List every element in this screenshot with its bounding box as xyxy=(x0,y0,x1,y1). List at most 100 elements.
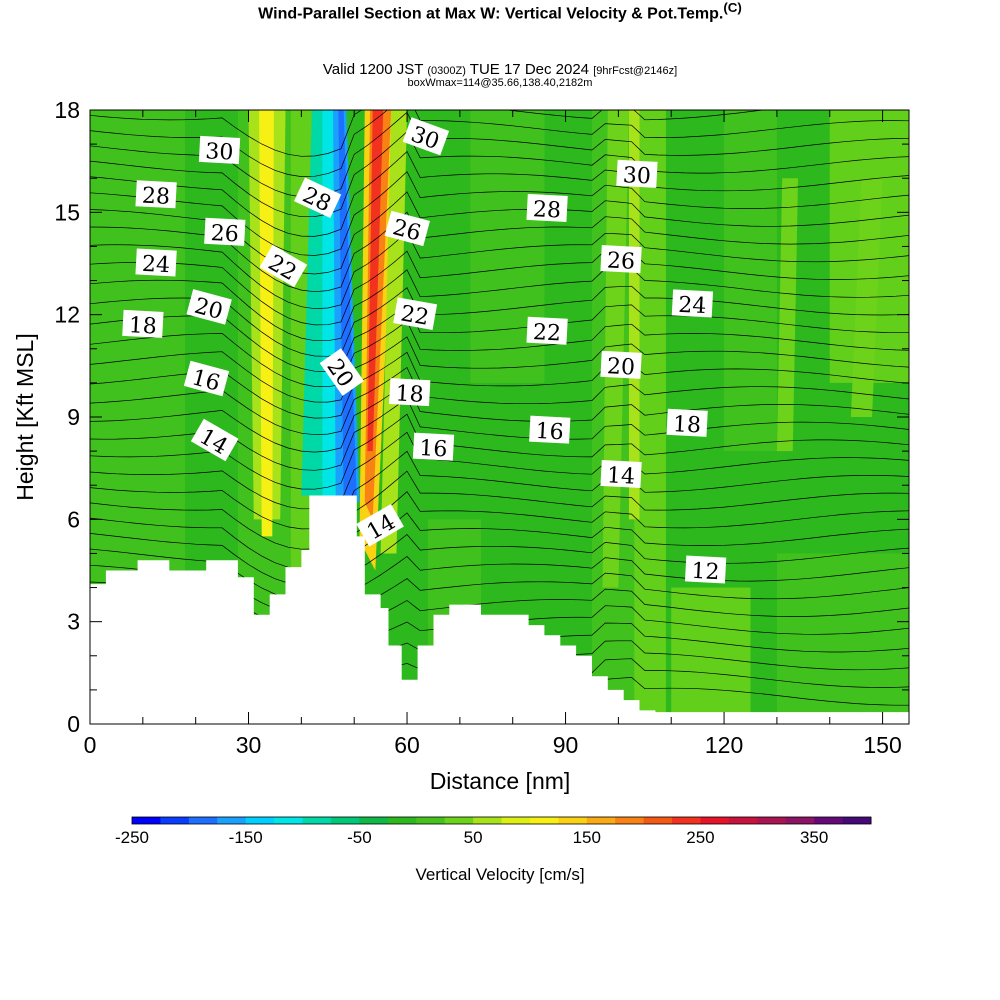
contour-label: 26 xyxy=(204,217,246,248)
contour-label-box xyxy=(526,193,568,222)
contour-label-box xyxy=(356,504,404,547)
field-patch xyxy=(671,587,751,724)
valid-utc: (0300Z) xyxy=(427,65,466,77)
theta-contour-line xyxy=(90,431,909,510)
theta-contour-line xyxy=(90,320,909,388)
velocity-band xyxy=(259,110,274,537)
y-tick-label: 3 xyxy=(67,609,80,635)
colorbar-swatch xyxy=(416,817,446,824)
chart-title-text: Wind-Parallel Section at Max W: Vertical… xyxy=(258,5,724,23)
contour-label: 14 xyxy=(600,459,642,490)
contour-label-box xyxy=(666,408,708,437)
contour-label-text: 28 xyxy=(532,197,561,223)
colorbar-swatch xyxy=(188,817,218,824)
contour-labels: 3028262420181614282220302622181614282216… xyxy=(122,117,727,585)
theta-contour-line xyxy=(90,366,909,436)
velocity-band xyxy=(628,110,640,520)
y-tick-label: 0 xyxy=(67,711,80,737)
y-tick-label: 18 xyxy=(54,97,80,123)
colorbar-swatch xyxy=(473,817,502,824)
colorbar-swatch xyxy=(217,817,247,824)
contour-label-text: 26 xyxy=(606,248,635,274)
contour-label: 20 xyxy=(600,350,642,381)
colorbar-swatch xyxy=(814,817,844,824)
contour-label: 30 xyxy=(198,135,241,166)
contour-label-box xyxy=(684,555,727,584)
colorbar-swatch xyxy=(245,817,275,824)
colorbar-swatch xyxy=(785,817,815,824)
contour-label-box xyxy=(402,117,450,156)
contour-label-text: 30 xyxy=(622,163,651,189)
contour-label: 24 xyxy=(135,248,177,278)
colorbar-swatch xyxy=(757,817,787,824)
contour-label-box xyxy=(122,309,164,338)
x-axis-label: Distance [nm] xyxy=(430,768,571,794)
colorbar-swatch xyxy=(529,817,559,824)
theta-contour-line xyxy=(90,512,909,586)
contour-label-box xyxy=(135,180,177,209)
colorbar-swatch xyxy=(132,817,161,824)
field-patch xyxy=(776,553,909,724)
contour-label: 12 xyxy=(684,555,727,585)
x-tick-label: 60 xyxy=(394,732,420,758)
valid-time-line: Valid 1200 JST (0300Z) TUE 17 Dec 2024 [… xyxy=(0,61,1000,78)
theta-contour-line xyxy=(90,151,909,237)
contour-label-box xyxy=(183,360,230,397)
colorbar-swatch xyxy=(615,817,645,824)
colorbar-label: Vertical Velocity [cm/s] xyxy=(415,865,584,884)
contour-label-box xyxy=(190,418,239,462)
velocity-band xyxy=(776,178,799,452)
colorbar-swatch xyxy=(842,817,872,824)
theta-contour-line xyxy=(90,450,909,530)
contour-label-box xyxy=(412,432,455,461)
x-tick-label: 30 xyxy=(236,732,262,758)
theta-contour-line xyxy=(90,336,909,403)
colorbar-swatch xyxy=(274,817,304,824)
contour-label-box xyxy=(671,289,714,318)
colorbar-swatch xyxy=(728,817,758,824)
contour-label-text: 20 xyxy=(606,354,635,380)
theta-contour-line xyxy=(90,231,909,310)
forecast-info: [9hrFcst@2146z] xyxy=(593,65,678,77)
contour-label: 18 xyxy=(666,408,708,439)
colorbar-swatch xyxy=(558,817,588,824)
contour-label-box xyxy=(616,159,658,188)
contour-label-box xyxy=(600,245,642,274)
contour-label-text: 12 xyxy=(691,559,720,585)
contour-label-text: 16 xyxy=(535,419,564,445)
contour-label: 24 xyxy=(671,289,714,319)
contour-label-text: 26 xyxy=(210,221,239,247)
colorbar-swatch xyxy=(672,817,701,824)
valid-date: TUE 17 Dec 2024 xyxy=(469,61,590,78)
contour-label-text: 30 xyxy=(205,139,234,165)
colorbar-swatch xyxy=(444,817,474,824)
contour-label: 18 xyxy=(122,309,164,340)
contour-label-text: 24 xyxy=(141,252,170,278)
contour-label: 26 xyxy=(600,245,642,275)
contour-label-box xyxy=(384,210,430,247)
contour-label-box xyxy=(393,297,438,330)
plot-area xyxy=(90,110,909,724)
contour-label-text: 18 xyxy=(672,412,701,438)
contour-label: 18 xyxy=(389,378,431,408)
colorbar-tick-label: 250 xyxy=(686,828,714,847)
colorbar-swatch xyxy=(160,817,190,824)
axis-ticks: 0 30 60 90 120 150 0 3 6 9 12 15 18 xyxy=(54,97,909,758)
contour-label: 16 xyxy=(412,432,455,462)
colorbar-swatch xyxy=(302,817,332,824)
colorbar-tick-label: -150 xyxy=(229,828,263,847)
x-tick-label: 90 xyxy=(553,732,579,758)
colorbar-tick-label: 50 xyxy=(464,828,483,847)
valid-prefix: Valid 1200 JST xyxy=(322,61,424,78)
theta-contour-line xyxy=(90,491,909,570)
chart-title: Wind-Parallel Section at Max W: Vertical… xyxy=(0,0,1000,23)
colorbar-tick-label: -50 xyxy=(347,828,372,847)
y-tick-label: 15 xyxy=(54,199,80,225)
y-tick-label: 6 xyxy=(67,506,80,532)
contour-label-box xyxy=(389,378,431,407)
contour-label: 22 xyxy=(393,297,438,331)
contour-label: 28 xyxy=(135,180,177,210)
box-info: boxWmax=114@35.66,138.40,2182m xyxy=(407,77,593,89)
contour-label-box xyxy=(198,135,241,164)
